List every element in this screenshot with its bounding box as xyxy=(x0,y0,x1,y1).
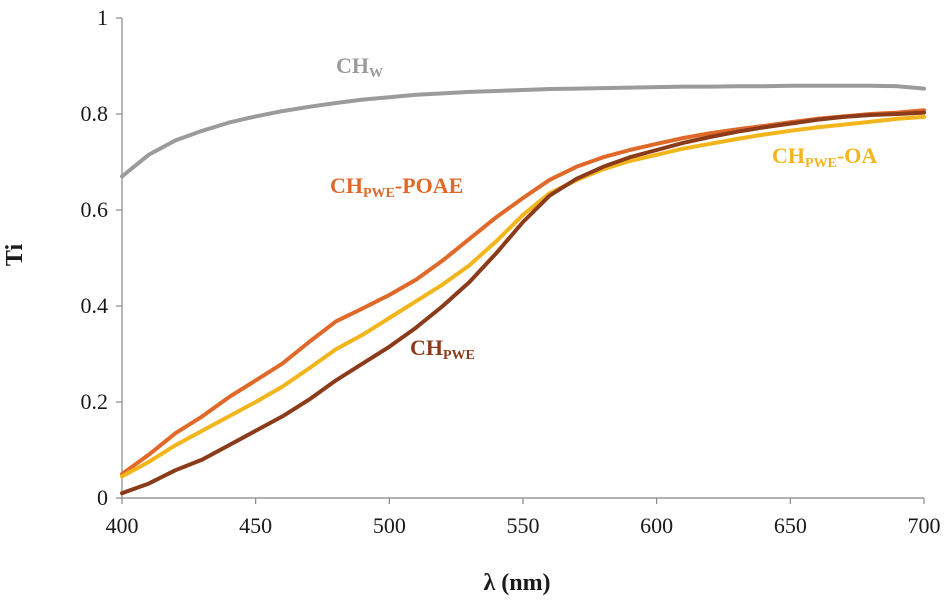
x-tick-label: 400 xyxy=(106,513,139,538)
y-axis-ticks: 0 0.2 0.4 0.6 0.8 1 xyxy=(81,5,122,510)
y-tick-label: 1 xyxy=(97,5,108,30)
label-chpwe-oa: CHPWE-OA xyxy=(772,143,877,171)
y-tick-label: 0.2 xyxy=(81,389,109,414)
series-line-chpwe xyxy=(120,110,926,496)
x-axis-title: λ (nm) xyxy=(483,570,550,596)
y-tick-label: 0.4 xyxy=(81,293,109,318)
x-tick-label: 600 xyxy=(640,513,673,538)
label-chw: CHW xyxy=(336,53,383,81)
series-lines xyxy=(120,83,926,496)
x-tick-label: 450 xyxy=(239,513,272,538)
x-tick-label: 700 xyxy=(908,513,941,538)
x-tick-label: 500 xyxy=(373,513,406,538)
x-tick-label: 650 xyxy=(774,513,807,538)
series-line-chw xyxy=(120,83,926,179)
x-tick-label: 550 xyxy=(507,513,540,538)
y-tick-label: 0 xyxy=(97,485,108,510)
y-axis-title: Ti xyxy=(2,244,28,267)
label-chpwe: CHPWE xyxy=(410,335,475,363)
label-chpwe-poae: CHPWE-POAE xyxy=(330,173,463,201)
y-tick-label: 0.8 xyxy=(81,101,109,126)
series-line-chpwe-oa xyxy=(120,114,926,479)
x-axis-ticks: 400 450 500 550 600 650 700 xyxy=(106,498,941,538)
y-tick-label: 0.6 xyxy=(81,197,109,222)
